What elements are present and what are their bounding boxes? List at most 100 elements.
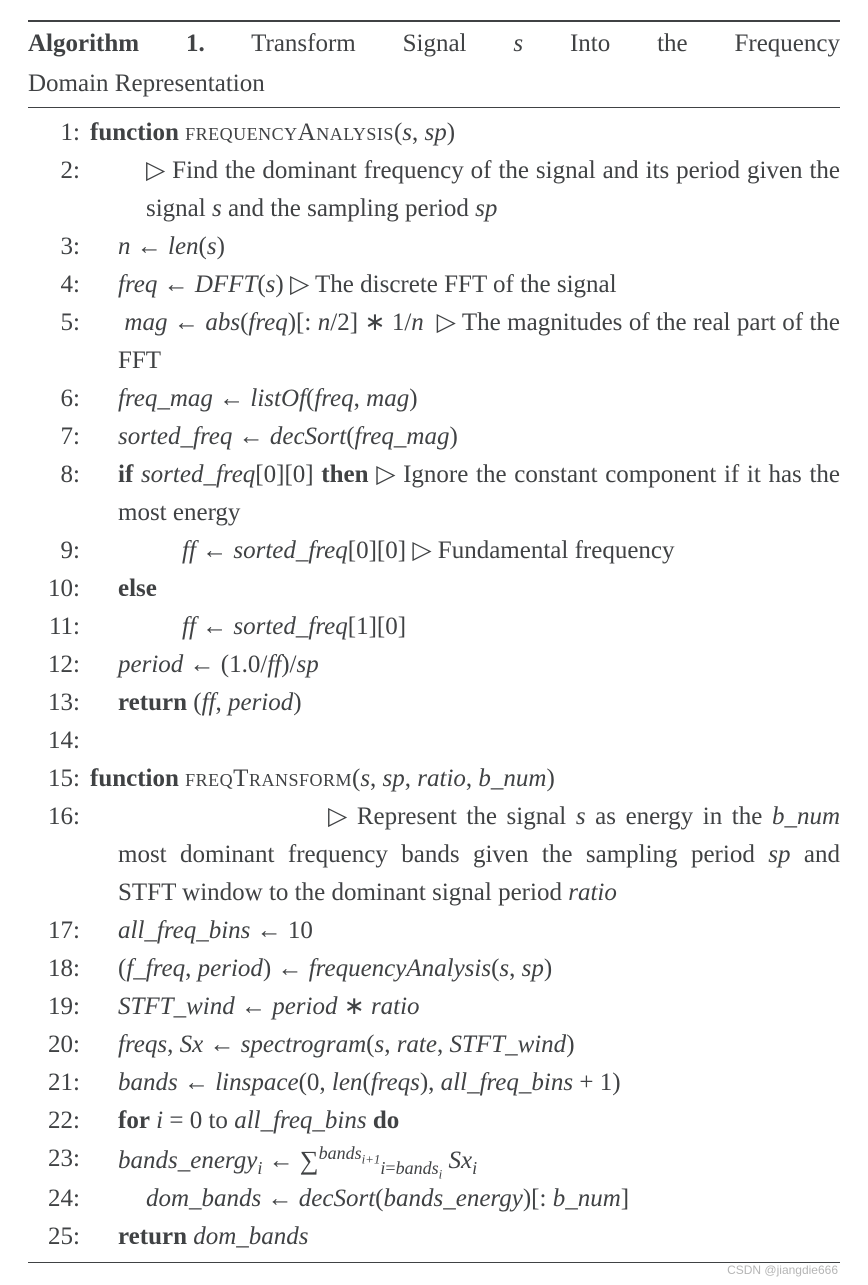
code-line: 16: ▷ Represent the signal s as energy i… [28,798,840,912]
code-line: 20: freqs, Sx ← spectrogram(s, rate, STF… [28,1026,840,1064]
line-number: 19: [28,988,90,1026]
line-number: 4: [28,266,90,304]
var: STFT_wind [449,1031,566,1058]
var: ff [182,537,196,564]
line-number: 14: [28,722,90,760]
keyword-if: if [118,461,133,488]
var: n [411,309,424,336]
assign-icon: ← [239,423,264,450]
var: sorted_freq [233,613,347,640]
line-body: n ← len(s) [90,228,840,266]
assign-icon: ← [241,993,266,1020]
var: sp [297,651,319,678]
var: s [576,803,586,830]
comment-text: Fundamental frequency [438,537,675,564]
assign-icon: ← [137,233,162,260]
algorithm-title-line2: Domain Representation [28,66,840,102]
line-number: 17: [28,912,90,950]
code-line: 8: if sorted_freq[0][0] then ▷ Ignore th… [28,456,840,532]
code-line: 19: STFT_wind ← period ∗ ratio [28,988,840,1026]
sub: i=bandsi [380,1158,442,1178]
var: n [318,309,331,336]
var: dom_bands [193,1223,308,1250]
line-body: function freqTransform(s, sp, ratio, b_n… [90,760,840,798]
code-line: 4: freq ← DFFT(s) ▷ The discrete FFT of … [28,266,840,304]
keyword-function: function [90,765,179,792]
sup: bandsi+1 [319,1143,381,1163]
fn: spectrogram [241,1031,366,1058]
assign-icon: ← [209,1031,234,1058]
keyword-then: then [321,461,368,488]
comment-icon: ▷ [437,304,456,342]
var: freq_mag [118,385,213,412]
title-text-2: Domain Representation [28,70,265,97]
assign-icon: ← [174,309,199,336]
num: 1.0 [229,651,260,678]
line-body: freq ← DFFT(s) ▷ The discrete FFT of the… [90,266,840,304]
line-number: 9: [28,532,90,570]
algo-label: Algorithm 1. [28,30,205,57]
code-line: 21: bands ← linspace(0, len(freqs), all_… [28,1064,840,1102]
code-line: 25: return dom_bands [28,1218,840,1256]
var: ff [182,613,196,640]
num: 0 [307,1069,320,1096]
var: sorted_freq [233,537,347,564]
fn: frequencyAnalysis [309,955,491,982]
line-body: (f_freq, period) ← frequencyAnalysis(s, … [90,950,840,988]
keyword-return: return [118,689,187,716]
line-body: STFT_wind ← period ∗ ratio [90,988,840,1026]
code-line: 2: ▷ Find the dominant frequency of the … [28,152,840,228]
var: bands_energy [384,1185,523,1212]
line-number: 23: [28,1140,90,1178]
rule-mid [28,107,840,108]
var: sorted_freq [141,461,255,488]
line-body: bands ← linspace(0, len(freqs), all_freq… [90,1064,840,1102]
num: 0 [356,537,369,564]
comment-icon: ▷ [290,266,309,304]
assign-icon: ← [164,271,189,298]
line-number: 10: [28,570,90,608]
assign-icon: ← [269,1147,294,1174]
rule-top [28,20,840,22]
assign-icon: ← [184,1069,209,1096]
var: b_num [772,803,840,830]
var: ff [202,689,216,716]
keyword-return: return [118,1223,187,1250]
code-line: 17: all_freq_bins ← 10 [28,912,840,950]
var: STFT_wind [118,993,235,1020]
var: f_freq [126,955,185,982]
fn: abs [205,309,240,336]
line-body: dom_bands ← decSort(bands_energy)[: b_nu… [90,1180,840,1218]
arg: b_num [478,765,546,792]
subscript: i [257,1158,262,1178]
var: freq_mag [355,423,450,450]
code-line: 3: n ← len(s) [28,228,840,266]
code-line: 7: sorted_freq ← decSort(freq_mag) [28,418,840,456]
var: sp [522,955,544,982]
subscript: i [472,1158,477,1178]
keyword-to: to [208,1107,227,1134]
line-number: 8: [28,456,90,494]
assign-icon: ← [202,537,227,564]
var: period [272,993,337,1020]
line-body: return dom_bands [90,1218,840,1256]
line-number: 2: [28,152,90,190]
var: rate [397,1031,437,1058]
assign-icon: ← [202,613,227,640]
title-var-s: s [513,30,523,57]
sigma-icon: ∑ [300,1146,319,1175]
var: freq [248,309,287,336]
line-body: bands_energyi ← ∑bandsi+1i=bandsi Sxi [90,1140,840,1180]
assign-icon: ← [268,1185,293,1212]
var: all_freq_bins [441,1069,573,1096]
line-number: 20: [28,1026,90,1064]
num: 1 [356,613,369,640]
line-number: 15: [28,760,90,798]
code-line: 6: freq_mag ← listOf(freq, mag) [28,380,840,418]
var: s [374,1031,384,1058]
comment-icon: ▷ [146,152,165,190]
line-number: 5: [28,304,90,342]
line-number: 1: [28,114,90,152]
title-text-1: Transform Signal [251,30,466,57]
var: Sx [448,1147,472,1174]
